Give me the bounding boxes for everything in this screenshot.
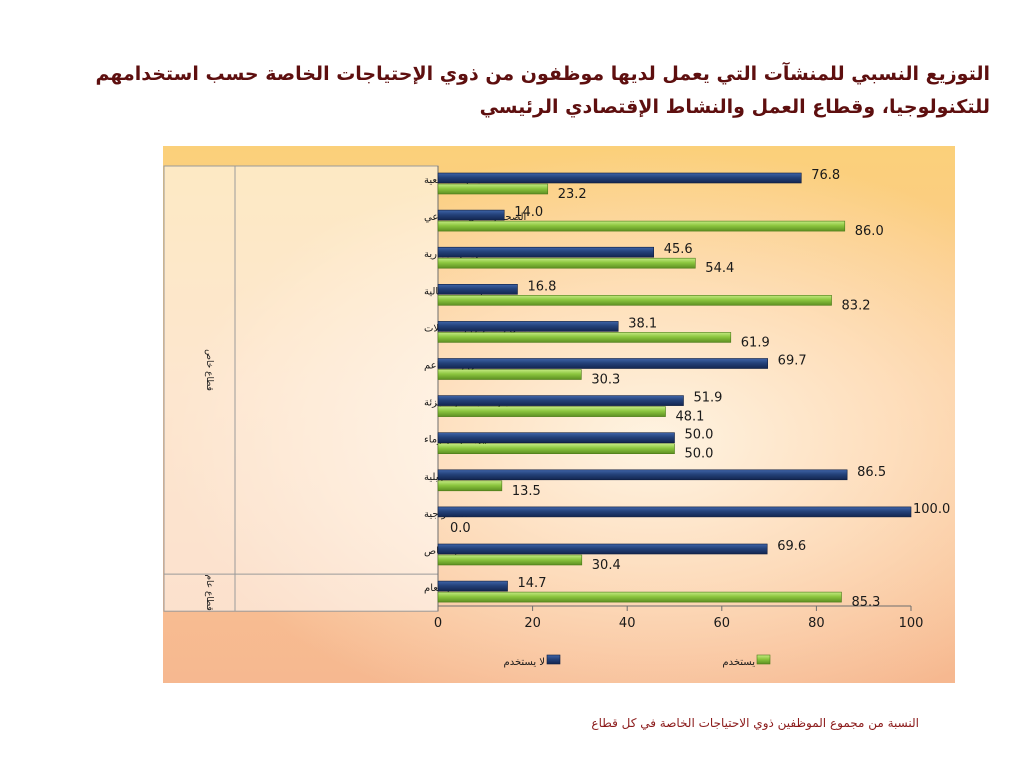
x-tick-label: 40 [619, 616, 636, 631]
bar-not-using [437, 358, 768, 369]
bar-using [437, 183, 549, 195]
data-label: 69.6 [777, 539, 806, 554]
data-label: 23.2 [558, 187, 587, 202]
data-label: 83.2 [842, 298, 871, 313]
bar-not-using [437, 246, 654, 258]
group-label: قطاع عام [204, 574, 214, 610]
bar-using [437, 406, 666, 417]
category-table [163, 165, 439, 612]
bar-using [437, 480, 503, 492]
chart-caption: النسبة من مجموع الموظفين ذوي الاحتياجات … [591, 716, 919, 730]
data-label: 86.0 [855, 224, 884, 239]
bar-not-using [437, 395, 684, 406]
data-label: 0.0 [450, 521, 471, 536]
data-label: 14.7 [518, 576, 547, 591]
bar-not-using [437, 580, 508, 592]
data-label: 13.5 [512, 484, 541, 499]
legend-using-label: يستخدم [722, 657, 755, 668]
data-label: 50.0 [685, 428, 714, 443]
bar-not-using [437, 543, 768, 555]
data-label: 50.0 [685, 447, 714, 462]
bar-not-using [437, 209, 505, 221]
bar-not-using [437, 284, 518, 295]
x-tick-label: 0 [434, 616, 442, 631]
page-title: التوزيع النسبي للمنشآت التي يعمل لديها م… [95, 63, 990, 118]
data-label: 51.9 [693, 391, 722, 406]
x-tick-label: 20 [524, 616, 541, 631]
x-tick-label: 100 [899, 616, 924, 631]
legend-using-swatch [756, 654, 771, 665]
bar-using [437, 554, 583, 566]
data-label: 69.7 [778, 354, 807, 369]
data-label: 100.0 [913, 502, 950, 517]
data-label: 30.3 [591, 373, 620, 388]
bar-using [437, 443, 675, 455]
data-label: 85.3 [851, 595, 880, 610]
bar-not-using [437, 469, 848, 481]
data-label: 38.1 [628, 316, 657, 331]
data-label: 61.9 [741, 335, 770, 350]
bar-using [437, 295, 832, 306]
bar-not-using [437, 432, 675, 444]
bar-not-using [437, 172, 802, 184]
bar-not-using [437, 506, 912, 518]
bar-using [437, 369, 582, 380]
x-tick-label: 80 [808, 616, 825, 631]
group-label: قطاع خاص [204, 349, 214, 391]
legend-not-using-swatch [546, 654, 561, 665]
data-label: 30.4 [592, 558, 621, 573]
data-label: 48.1 [676, 410, 705, 425]
bar-using [437, 332, 732, 343]
bar-using [437, 257, 696, 269]
bar-using [437, 220, 846, 232]
x-tick-label: 60 [714, 616, 731, 631]
data-label: 14.0 [514, 205, 543, 220]
bar-using [437, 591, 842, 603]
data-label: 76.8 [811, 168, 840, 183]
data-label: 86.5 [857, 465, 886, 480]
legend-not-using-label: لا يستخدم [504, 657, 546, 668]
data-label: 16.8 [527, 279, 556, 294]
bar-not-using [437, 321, 619, 332]
data-label: 45.6 [664, 242, 693, 257]
data-label: 54.4 [705, 261, 734, 276]
